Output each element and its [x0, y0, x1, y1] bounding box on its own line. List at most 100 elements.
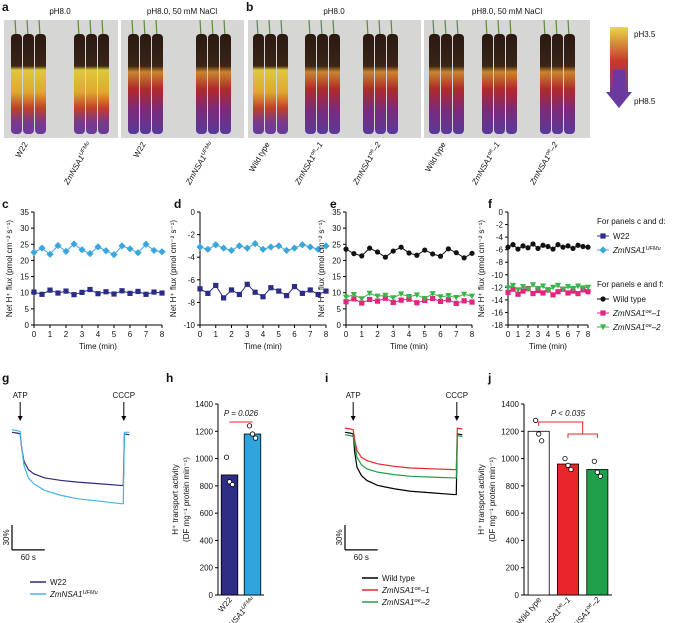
photo-header: pH8.0 [49, 7, 71, 16]
marker [445, 246, 451, 252]
marker [374, 293, 381, 300]
marker [544, 287, 552, 294]
marker [453, 300, 459, 306]
photo-header: pH8.0, 50 mM NaCl [147, 7, 217, 16]
legend-label: ZmNSA1oe–1 [612, 309, 661, 318]
marker [461, 298, 467, 304]
y-tick-label: 10 [332, 289, 341, 298]
x-tick-label: Wild type [515, 595, 543, 623]
bar [557, 463, 579, 596]
photo-header: pH8.0, 50 mM NaCl [472, 7, 542, 16]
scale-label: 60 s [21, 553, 36, 562]
label-sup: oe [414, 598, 420, 604]
label-sup: oe [585, 602, 594, 611]
marker [158, 248, 166, 256]
label-main: W22 [217, 595, 235, 614]
x-tick-label: 1 [48, 330, 53, 339]
marker [600, 233, 606, 239]
seedling [155, 19, 158, 37]
y-tick-label: 5 [337, 305, 342, 314]
marker [358, 296, 365, 302]
marker [600, 296, 606, 302]
x-tick-label: 4 [546, 330, 551, 339]
marker [47, 287, 53, 293]
replicate-point [533, 417, 539, 423]
bar [586, 469, 609, 596]
marker [298, 241, 306, 249]
tube [441, 34, 452, 134]
legend-label: ZmNSA1UFMu [49, 590, 98, 599]
y-tick-label: 800 [506, 482, 520, 491]
y-tick-label: 0 [337, 321, 342, 330]
label-main: Wild type [515, 595, 543, 623]
tube [11, 34, 22, 134]
marker [54, 241, 62, 250]
label-main: ZmNSA1 [381, 598, 414, 607]
marker [519, 284, 527, 290]
ph-label: pH8.5 [634, 97, 656, 106]
y-tick-label: -8 [496, 258, 504, 267]
marker [585, 244, 591, 250]
replicate-point [536, 431, 542, 437]
x-tick-label: 6 [292, 330, 297, 339]
marker [243, 244, 251, 252]
marker [510, 242, 516, 248]
marker [111, 291, 117, 297]
seedling [256, 19, 259, 37]
x-tick-label: 2 [229, 330, 234, 339]
marker [359, 253, 365, 259]
y-tick-label: 200 [506, 564, 520, 573]
y-tick-label: 1000 [501, 455, 519, 464]
replicate-point [223, 454, 230, 460]
marker [134, 249, 142, 257]
marker [422, 247, 428, 253]
x-tick-label: 0 [506, 330, 511, 339]
y-tick-label: 1200 [195, 427, 213, 436]
label-suffix: –1 [489, 141, 502, 154]
photo-header: pH8.0 [323, 7, 345, 16]
seedling [497, 19, 500, 37]
marker [453, 250, 459, 256]
y-axis-title: (DF mg⁻¹ protein min⁻¹) [182, 457, 191, 542]
seedling [378, 19, 381, 37]
marker [515, 291, 521, 297]
x-tick-label: W22 [217, 595, 235, 614]
x-tick-label: 2 [375, 330, 380, 339]
marker [323, 288, 329, 294]
x-axis-title: Time (min) [390, 342, 428, 351]
seedling [456, 19, 459, 37]
marker [213, 282, 219, 289]
y-tick-label: 400 [506, 536, 520, 545]
marker [550, 246, 556, 252]
marker [342, 294, 350, 301]
y-tick-label: 30 [332, 224, 341, 233]
label-sup: oe [414, 586, 420, 592]
marker [461, 291, 468, 298]
seedling [223, 19, 226, 37]
y-tick-label: -6 [496, 246, 504, 255]
annotation: ATP [346, 391, 361, 400]
y-tick-label: -4 [188, 253, 196, 262]
marker [31, 289, 37, 295]
y-tick-label: 25 [332, 240, 341, 249]
marker [205, 290, 211, 296]
panel-label: h [166, 371, 173, 385]
seedling [14, 19, 17, 37]
marker [514, 287, 522, 293]
tube [317, 34, 328, 134]
y-tick-label: -10 [183, 321, 195, 330]
tube [329, 34, 340, 134]
marker [398, 244, 404, 250]
marker [390, 248, 396, 254]
x-tick-label: 8 [324, 330, 329, 339]
marker [143, 291, 149, 297]
marker [235, 242, 243, 250]
marker [39, 291, 45, 297]
panel-label: d [174, 197, 181, 211]
seedling [280, 19, 283, 37]
x-tick-label: 1 [214, 330, 219, 339]
x-tick-label: 1 [360, 330, 365, 339]
marker [276, 288, 282, 294]
